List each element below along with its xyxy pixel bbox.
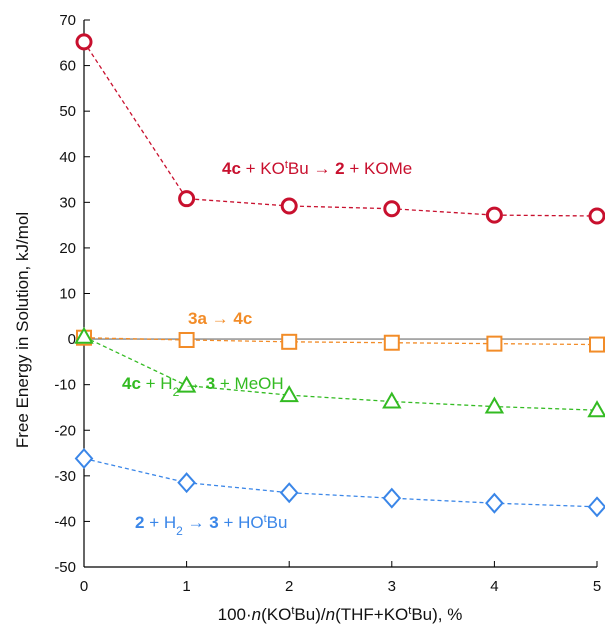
y-tick-label: 0 bbox=[68, 331, 76, 348]
data-point-diamond bbox=[382, 487, 402, 509]
x-axis-label-part: n bbox=[252, 605, 261, 624]
data-point-circle bbox=[485, 206, 503, 224]
data-point-diamond bbox=[74, 448, 94, 470]
y-tick-label: 40 bbox=[59, 149, 76, 166]
series-label-part: t bbox=[285, 159, 288, 171]
series-label-part: + H bbox=[141, 374, 173, 393]
y-tick-label: -10 bbox=[54, 377, 76, 394]
x-tick-label: 3 bbox=[388, 578, 396, 595]
x-axis-label-part: Bu), % bbox=[411, 605, 462, 624]
data-point-diamond bbox=[485, 492, 504, 514]
series-1 bbox=[76, 329, 605, 353]
x-tick-label: 4 bbox=[490, 578, 498, 595]
series-label-part: 2 bbox=[335, 159, 344, 178]
series-label-part: 2 bbox=[176, 524, 183, 538]
y-tick-label: 30 bbox=[59, 194, 76, 211]
data-point-circle bbox=[178, 190, 196, 208]
data-point-triangle bbox=[382, 391, 402, 409]
data-point-diamond bbox=[587, 496, 605, 518]
series-label-part: 4c bbox=[122, 374, 141, 393]
data-point-triangle bbox=[587, 400, 605, 418]
data-point-circle bbox=[280, 197, 298, 215]
series-label-part: + KO bbox=[241, 159, 285, 178]
series-line bbox=[83, 41, 598, 217]
y-tick-label: -50 bbox=[54, 559, 76, 576]
data-point-circle bbox=[588, 207, 605, 225]
series-label-part: + H bbox=[144, 513, 176, 532]
series-label-part: 3a bbox=[188, 309, 207, 328]
series-label-part: 4c bbox=[222, 159, 241, 178]
series-3 bbox=[74, 448, 605, 518]
x-axis-label-part: 100· bbox=[218, 605, 252, 624]
x-tick-label: 1 bbox=[182, 578, 190, 595]
series-label-part: 4c bbox=[233, 309, 252, 328]
y-tick-label: 50 bbox=[59, 103, 76, 120]
y-tick-label: 70 bbox=[59, 12, 76, 29]
data-point-square bbox=[178, 331, 195, 348]
data-point-square bbox=[281, 333, 298, 350]
series-2 bbox=[74, 326, 605, 418]
series-label-part: 2 bbox=[135, 513, 144, 532]
y-axis-label: Free Energy in Solution, kJ/mol bbox=[13, 212, 32, 448]
series-label: 4c + H2 → 3 + MeOH bbox=[122, 374, 284, 399]
series-label-part: + HO bbox=[219, 513, 264, 532]
series-label-part: Bu → bbox=[288, 159, 335, 178]
y-tick-label: -40 bbox=[54, 513, 76, 530]
data-point-triangle bbox=[484, 396, 505, 414]
series-line bbox=[83, 337, 598, 346]
y-tick-label: 20 bbox=[59, 240, 76, 257]
x-tick-label: 0 bbox=[80, 578, 88, 595]
series-label-part: 3 bbox=[209, 513, 218, 532]
series-label-part: → bbox=[183, 513, 209, 532]
series-label-part: + KOMe bbox=[345, 159, 413, 178]
series-group bbox=[74, 33, 605, 518]
data-point-square bbox=[589, 336, 605, 353]
x-axis-label-part: n bbox=[326, 605, 335, 624]
x-tick-label: 2 bbox=[285, 578, 293, 595]
data-point-diamond bbox=[279, 482, 299, 504]
x-axis-label-part: t bbox=[408, 605, 411, 617]
x-axis-label-part: t bbox=[291, 605, 294, 617]
series-label-part: Bu bbox=[267, 513, 288, 532]
x-axis-label-part: Bu)/ bbox=[294, 605, 325, 624]
y-tick-label: -30 bbox=[54, 468, 76, 485]
series-label-part: t bbox=[264, 513, 267, 525]
series-line bbox=[83, 336, 598, 411]
x-axis-label-part: (KO bbox=[261, 605, 291, 624]
data-point-diamond bbox=[177, 472, 196, 494]
series-label-part: → bbox=[179, 374, 205, 393]
data-point-triangle bbox=[74, 326, 94, 344]
x-axis-label: 100·n(KOtBu)/n(THF+KOtBu), % bbox=[218, 605, 463, 624]
series-label-part: 3 bbox=[206, 374, 215, 393]
data-point-square bbox=[486, 335, 503, 352]
series-label-part: + MeOH bbox=[215, 374, 284, 393]
data-point-circle bbox=[75, 33, 93, 51]
data-point-triangle bbox=[176, 375, 197, 393]
series-0 bbox=[75, 33, 605, 225]
data-point-circle bbox=[383, 200, 401, 218]
x-tick-label: 5 bbox=[593, 578, 601, 595]
series-label: 4c + KOtBu → 2 + KOMe bbox=[222, 159, 412, 178]
x-axis-label-part: (THF+KO bbox=[335, 605, 408, 624]
data-point-triangle bbox=[279, 385, 299, 403]
series-label: 3a → 4c bbox=[188, 309, 252, 328]
y-tick-label: 60 bbox=[59, 58, 76, 75]
series-label-part: 2 bbox=[173, 385, 180, 399]
y-tick-label: -20 bbox=[54, 422, 76, 439]
data-point-square bbox=[383, 334, 400, 351]
series-line bbox=[83, 457, 598, 508]
series-label-part: → bbox=[207, 309, 233, 328]
series-label: 2 + H2 → 3 + HOtBu bbox=[135, 513, 287, 538]
y-tick-label: 10 bbox=[59, 286, 76, 303]
